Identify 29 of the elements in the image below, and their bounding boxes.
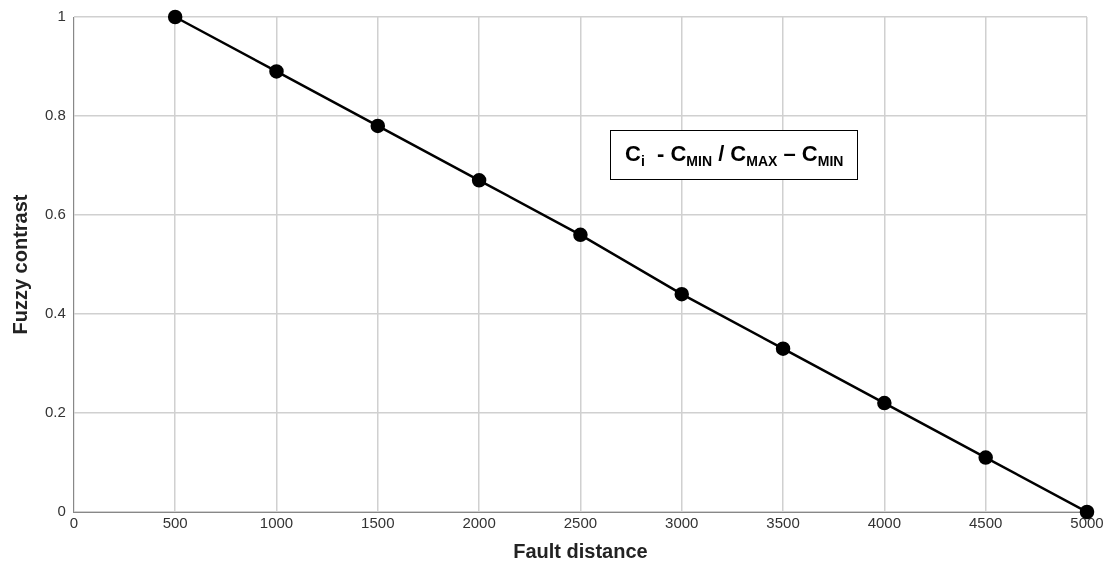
x-tick-label: 5000 [1070, 514, 1104, 532]
x-axis-title: Fault distance [513, 539, 648, 562]
x-tick-label: 2000 [462, 514, 496, 532]
x-tick-label: 4500 [969, 514, 1003, 532]
x-tick-label: 2500 [563, 514, 598, 532]
point [978, 450, 993, 465]
point [471, 173, 487, 188]
point [370, 118, 386, 134]
x-tick-label: 0 [69, 514, 79, 532]
y-tick-label: 1 [57, 7, 66, 25]
y-tick-label: 0.6 [44, 205, 66, 223]
annotation: C$_{i}$ - C$_{MIN}$ / C$_{MAX}$ – C$_{MIN}$ [610, 130, 859, 181]
x-tick-label: 3000 [665, 514, 699, 532]
point [167, 9, 183, 25]
y-tick-label: 0 [57, 502, 66, 520]
x-tick-label: 3500 [766, 514, 800, 532]
point [269, 64, 284, 79]
y-tick-label: 0.8 [44, 106, 66, 124]
y-tick-label: 0.4 [44, 304, 66, 322]
y-axis-title: Fuzzy contrast [8, 194, 31, 335]
x-tick-label: 1000 [259, 514, 294, 532]
point [775, 341, 791, 356]
point [674, 286, 689, 302]
point [573, 227, 588, 243]
y-tick-label: 0.2 [44, 403, 66, 421]
x-tick-label: 1500 [361, 514, 395, 532]
x-tick-label: 500 [162, 514, 188, 532]
x-tick-label: 4000 [867, 514, 902, 532]
point [877, 395, 892, 411]
